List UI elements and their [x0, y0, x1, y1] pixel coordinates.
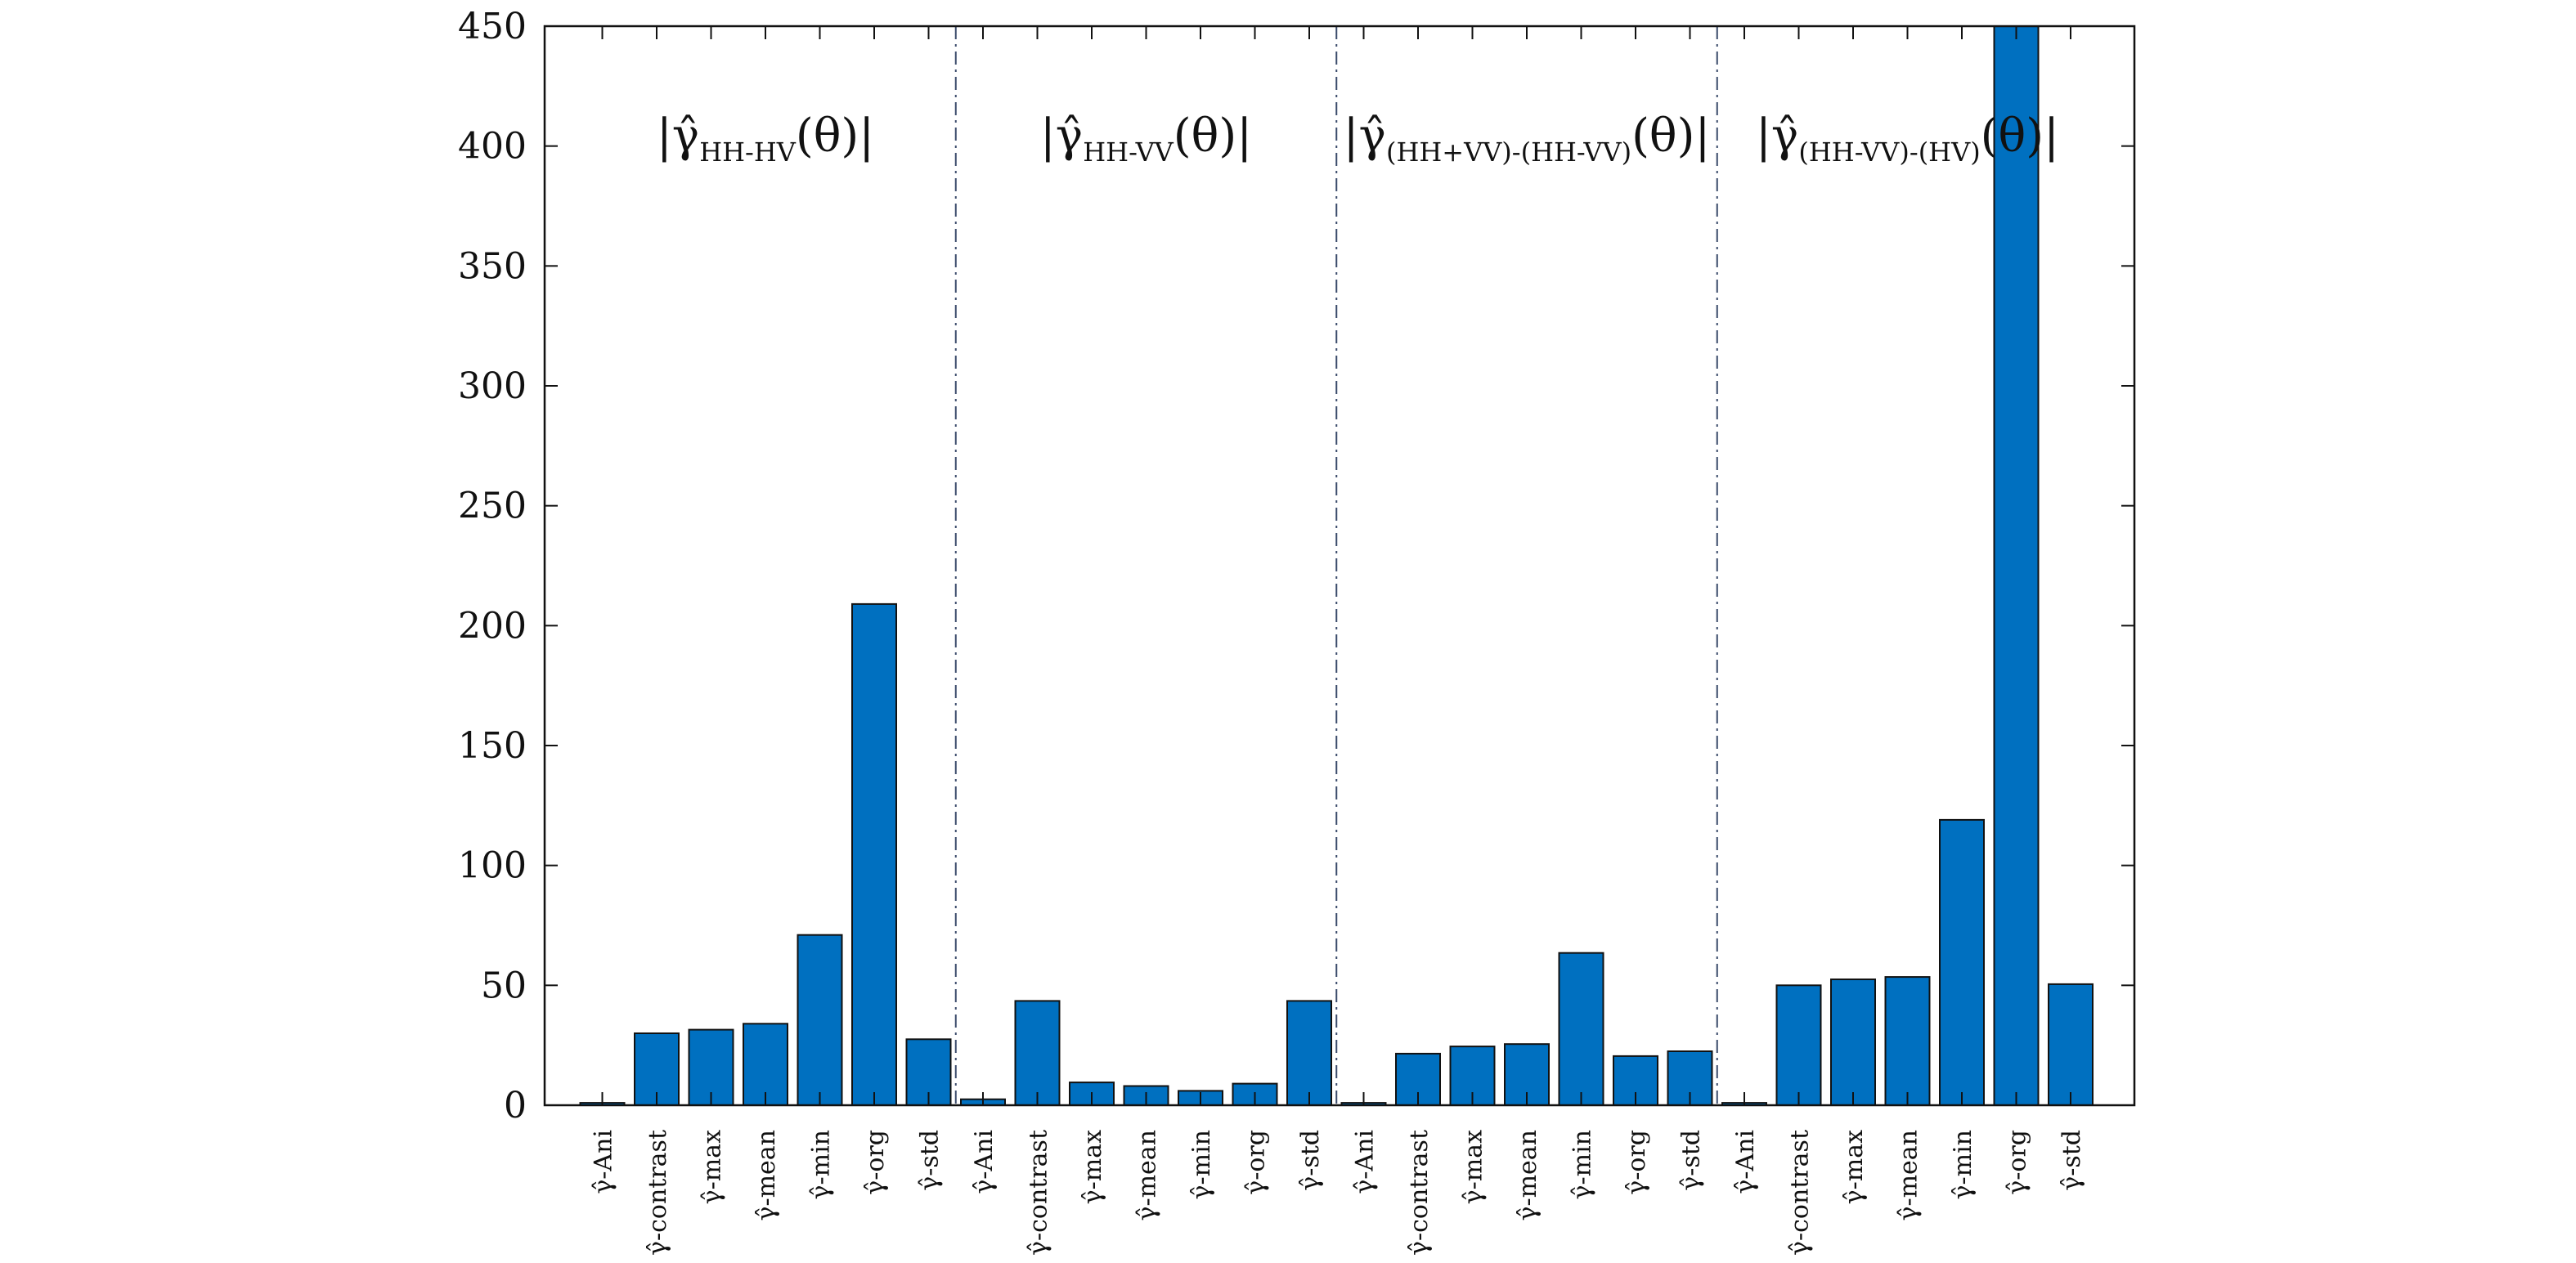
x-tick-label: γ̂-std [1677, 1130, 1706, 1191]
y-tick-label: 350 [458, 245, 527, 287]
x-tick-label: γ̂-mean [1895, 1130, 1923, 1220]
x-tick-label: γ̂-min [1568, 1130, 1597, 1199]
x-tick-label: γ̂-std [1296, 1130, 1325, 1191]
x-tick-label: γ̂-max [698, 1130, 727, 1204]
x-tick-label: γ̂-mean [1133, 1130, 1162, 1220]
group-label-2: |γ̂HH-VV(θ)| [1040, 110, 1252, 168]
bar-4-5 [1939, 818, 1985, 1107]
group-labels: |γ̂HH-HV(θ)| |γ̂HH-VV(θ)| |γ̂(HH+VV)-(HH-V… [657, 110, 2059, 168]
x-tick-label: γ̂-contrast [1405, 1130, 1434, 1256]
bar-2-7 [1286, 1000, 1332, 1107]
x-tick-label: γ̂-Ani [590, 1130, 618, 1194]
y-tick-label: 400 [458, 126, 527, 168]
y-tick-label: 0 [504, 1085, 527, 1126]
x-tick-label: γ̂-contrast [1025, 1130, 1053, 1256]
x-tick-label: γ̂-Ani [970, 1130, 999, 1194]
y-tick-label: 50 [481, 965, 527, 1006]
x-tick-label: γ̂-std [916, 1130, 945, 1191]
group-label-1: |γ̂HH-HV(θ)| [657, 110, 874, 168]
group-separators [954, 26, 1718, 1105]
x-tick-label: γ̂-min [1949, 1130, 1977, 1199]
x-tick-label: γ̂-org [861, 1130, 890, 1195]
y-tick-label: 450 [458, 6, 527, 47]
x-tick-label: γ̂-mean [1514, 1130, 1542, 1220]
y-tick-label: 150 [458, 725, 527, 767]
y-tick-label: 300 [458, 365, 527, 407]
bar-1-5 [797, 934, 843, 1106]
x-tick-label: γ̂-std [2058, 1130, 2086, 1191]
plot-frame [543, 25, 2136, 1107]
bar-2-2 [1014, 1000, 1061, 1107]
axes [543, 25, 2136, 1107]
bar-1-6 [851, 602, 897, 1106]
x-tick-label: γ̂-min [807, 1130, 836, 1199]
x-tick-label: γ̂-org [1622, 1130, 1651, 1195]
x-axis-ticks: γ̂-Ani γ̂-contrast γ̂-max γ̂-mean γ̂-min γ̂-o… [590, 26, 2086, 1256]
x-tick-label: γ̂-Ani [1351, 1130, 1380, 1194]
y-tick-label: 200 [458, 605, 527, 647]
bar-4-7 [2048, 983, 2094, 1107]
bars [579, 25, 2094, 1107]
x-tick-label: γ̂-max [1840, 1130, 1869, 1204]
bar-4-3 [1830, 979, 1876, 1106]
x-tick-label: γ̂-contrast [644, 1130, 672, 1256]
bar-3-5 [1558, 952, 1604, 1106]
x-tick-label: γ̂-mean [752, 1130, 781, 1220]
group-label-4: |γ̂(HH-VV)-(HV)(θ)| [1756, 110, 2059, 168]
bar-4-4 [1884, 976, 1931, 1106]
x-tick-label: γ̂-org [2004, 1130, 2032, 1195]
y-axis-ticks: 0 50 100 150 200 250 300 350 400 450 [458, 6, 2134, 1126]
x-tick-label: γ̂-contrast [1786, 1130, 1815, 1256]
y-tick-label: 100 [458, 845, 527, 887]
bar-4-2 [1775, 984, 1822, 1107]
x-tick-label: γ̂-min [1187, 1130, 1216, 1199]
x-tick-label: γ̂-org [1242, 1130, 1271, 1195]
x-tick-label: γ̂-max [1079, 1130, 1107, 1204]
group-label-3: |γ̂(HH+VV)-(HH-VV)(θ)| [1344, 110, 1711, 168]
bar-4-6 [1993, 25, 2040, 1106]
x-tick-label: γ̂-max [1460, 1130, 1488, 1204]
y-tick-label: 250 [458, 486, 527, 527]
x-tick-label: γ̂-Ani [1731, 1130, 1760, 1194]
